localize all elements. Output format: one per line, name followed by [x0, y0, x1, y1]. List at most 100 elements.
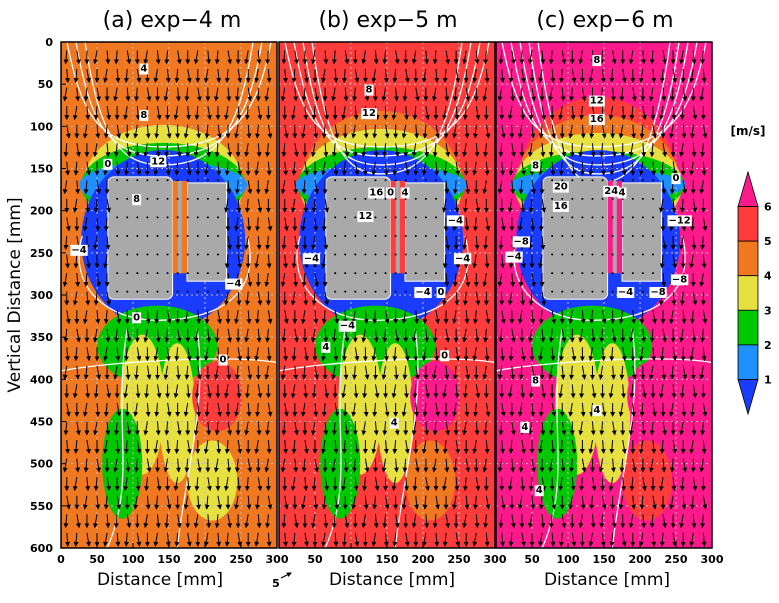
vector-dot	[186, 234, 189, 237]
vector-dot	[196, 253, 199, 256]
vector-arrow	[155, 514, 161, 529]
vector-arrow	[464, 495, 470, 510]
vector-arrow	[353, 477, 359, 492]
vector-dot	[354, 272, 357, 275]
vector-arrow	[303, 161, 309, 176]
vector-arrow	[444, 180, 450, 195]
vector-arrow	[237, 254, 243, 269]
contour-label: 24	[604, 186, 618, 197]
building-block-right	[621, 182, 663, 282]
vector-arrow	[266, 68, 272, 83]
colorbar-segment	[737, 344, 759, 380]
colorbar-tick-label: 5	[764, 235, 772, 248]
vector-arrow	[689, 68, 695, 83]
vector-arrow	[257, 198, 263, 213]
vector-arrow	[144, 477, 150, 492]
vector-arrow	[462, 198, 468, 213]
vector-arrow	[96, 458, 101, 473]
vector-dot	[551, 216, 554, 219]
vector-arrow	[520, 68, 526, 83]
y-tick-label: 600	[30, 542, 53, 555]
vector-arrow	[373, 50, 379, 65]
vector-arrow	[465, 272, 471, 288]
vector-dot	[561, 290, 564, 293]
vector-arrow	[353, 384, 359, 399]
vector-arrow	[411, 421, 417, 436]
vector-arrow	[442, 291, 447, 306]
vector-arrow	[485, 495, 491, 510]
vector-arrow	[254, 439, 260, 455]
vector-arrow	[165, 161, 171, 176]
vector-dot	[384, 272, 387, 275]
vector-dot	[581, 197, 584, 200]
vector-arrow	[237, 161, 243, 176]
vector-arrow	[424, 477, 430, 492]
vector-arrow	[452, 87, 458, 102]
vector-dot	[611, 290, 614, 293]
vector-dot	[561, 216, 564, 219]
vector-arrow	[244, 235, 250, 250]
vector-arrow	[352, 87, 358, 102]
vector-dot	[146, 197, 149, 200]
vector-arrow	[610, 87, 616, 102]
vector-dot	[581, 253, 584, 256]
vector-arrow	[679, 106, 685, 121]
vector-dot	[551, 290, 554, 293]
vector-arrow	[234, 180, 240, 195]
vector-arrow	[344, 50, 350, 65]
vector-arrow	[194, 384, 200, 399]
vector-arrow	[659, 68, 665, 83]
vector-arrow	[103, 532, 109, 547]
vector-arrow	[354, 347, 360, 362]
vector-arrow	[63, 328, 69, 343]
vector-arrow	[113, 365, 119, 380]
vector-arrow	[125, 365, 131, 380]
vector-dot	[146, 290, 149, 293]
vector-arrow	[256, 328, 262, 343]
vector-arrow	[266, 440, 272, 455]
vector-arrow	[371, 68, 377, 83]
vector-arrow	[175, 365, 181, 380]
vector-arrow	[246, 495, 252, 510]
vector-arrow	[115, 440, 121, 455]
vector-dot	[176, 179, 179, 182]
vector-arrow	[442, 106, 447, 121]
colorbar-tick-label: 1	[764, 373, 772, 386]
vector-arrow	[163, 458, 169, 473]
vector-arrow	[73, 161, 79, 176]
vector-arrow	[311, 384, 317, 399]
vector-arrow	[103, 217, 109, 232]
vector-arrow	[227, 143, 233, 158]
vector-arrow	[465, 87, 471, 102]
vector-arrow	[175, 458, 181, 473]
vector-dot	[166, 272, 169, 275]
vector-arrow	[217, 495, 222, 510]
vector-arrow	[283, 495, 289, 510]
vector-arrow	[224, 477, 229, 492]
vector-arrow	[620, 106, 626, 121]
vector-dot	[176, 272, 179, 275]
vector-arrow	[333, 347, 339, 362]
vector-dot	[156, 179, 159, 182]
contour-label: −8	[672, 274, 687, 285]
vector-arrow	[452, 402, 458, 417]
vector-arrow	[115, 532, 121, 547]
vector-arrow	[75, 421, 81, 436]
vector-dot	[374, 234, 377, 237]
vector-arrow	[341, 384, 347, 399]
vector-arrow	[422, 124, 428, 139]
contour-label: 8	[133, 194, 140, 205]
vector-arrow	[143, 514, 149, 529]
y-tick-label: 200	[30, 205, 53, 218]
vector-dot	[116, 216, 119, 219]
vector-arrow	[214, 143, 220, 158]
vector-arrow	[334, 495, 340, 510]
vector-arrow	[244, 328, 250, 343]
vector-arrow	[134, 458, 140, 473]
vector-arrow	[384, 124, 390, 139]
vector-dot	[334, 290, 337, 293]
vector-dot	[166, 216, 169, 219]
vector-dot	[354, 216, 357, 219]
vector-arrow	[281, 235, 287, 250]
vector-arrow	[164, 50, 170, 65]
